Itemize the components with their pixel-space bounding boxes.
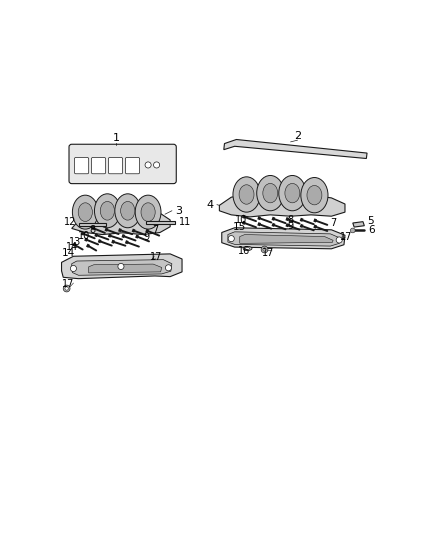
Ellipse shape — [120, 201, 135, 220]
Text: 11: 11 — [179, 216, 191, 227]
Ellipse shape — [246, 247, 250, 249]
Text: 8: 8 — [89, 225, 95, 235]
FancyBboxPatch shape — [108, 157, 123, 174]
Polygon shape — [224, 140, 367, 158]
FancyBboxPatch shape — [69, 144, 176, 184]
Ellipse shape — [95, 194, 120, 228]
Circle shape — [336, 237, 342, 243]
Text: 13: 13 — [69, 237, 81, 247]
Circle shape — [118, 263, 124, 270]
Text: 7: 7 — [330, 218, 336, 228]
Ellipse shape — [141, 203, 155, 222]
Text: 14: 14 — [66, 243, 78, 253]
Polygon shape — [72, 260, 172, 275]
Polygon shape — [228, 232, 340, 246]
Text: 17: 17 — [150, 252, 163, 262]
Text: 9: 9 — [143, 231, 149, 241]
Circle shape — [154, 162, 159, 168]
FancyBboxPatch shape — [92, 157, 106, 174]
Circle shape — [63, 285, 70, 292]
Ellipse shape — [100, 201, 114, 220]
Circle shape — [261, 246, 268, 253]
Text: 10: 10 — [235, 215, 247, 225]
Circle shape — [350, 228, 355, 233]
Text: 1: 1 — [113, 133, 119, 143]
Text: 17: 17 — [62, 279, 74, 289]
Polygon shape — [353, 222, 364, 227]
Ellipse shape — [279, 175, 306, 211]
Ellipse shape — [115, 194, 141, 228]
FancyBboxPatch shape — [125, 157, 140, 174]
Text: 17: 17 — [340, 231, 352, 241]
Polygon shape — [222, 228, 345, 249]
Ellipse shape — [257, 175, 284, 211]
Circle shape — [145, 162, 151, 168]
Polygon shape — [219, 193, 345, 217]
Polygon shape — [78, 223, 106, 225]
Ellipse shape — [135, 195, 161, 229]
FancyBboxPatch shape — [74, 157, 88, 174]
Polygon shape — [61, 254, 182, 279]
Ellipse shape — [301, 177, 328, 213]
Ellipse shape — [263, 183, 278, 203]
Text: 8: 8 — [288, 215, 294, 224]
Ellipse shape — [78, 203, 92, 222]
Text: 14: 14 — [62, 248, 75, 258]
Text: 3: 3 — [175, 206, 182, 216]
Circle shape — [228, 236, 234, 241]
Ellipse shape — [285, 183, 300, 203]
Text: 9: 9 — [288, 221, 294, 231]
Polygon shape — [240, 235, 333, 244]
Ellipse shape — [239, 185, 254, 204]
Circle shape — [65, 287, 68, 290]
Text: 4: 4 — [207, 200, 214, 209]
Text: 12: 12 — [64, 216, 76, 227]
Text: 5: 5 — [367, 216, 374, 227]
Ellipse shape — [243, 246, 252, 251]
Text: 2: 2 — [294, 131, 301, 141]
Ellipse shape — [72, 195, 98, 229]
Circle shape — [71, 265, 77, 271]
Text: 10: 10 — [78, 231, 90, 241]
Polygon shape — [146, 221, 175, 224]
Ellipse shape — [233, 177, 260, 212]
Text: 16: 16 — [238, 246, 250, 256]
Text: 7: 7 — [152, 225, 158, 235]
Polygon shape — [72, 211, 170, 235]
Text: 15: 15 — [233, 222, 247, 232]
Text: 6: 6 — [368, 225, 374, 236]
Circle shape — [166, 265, 172, 271]
Text: 17: 17 — [262, 247, 275, 257]
Polygon shape — [88, 264, 162, 273]
Circle shape — [263, 248, 266, 251]
Ellipse shape — [307, 185, 322, 205]
